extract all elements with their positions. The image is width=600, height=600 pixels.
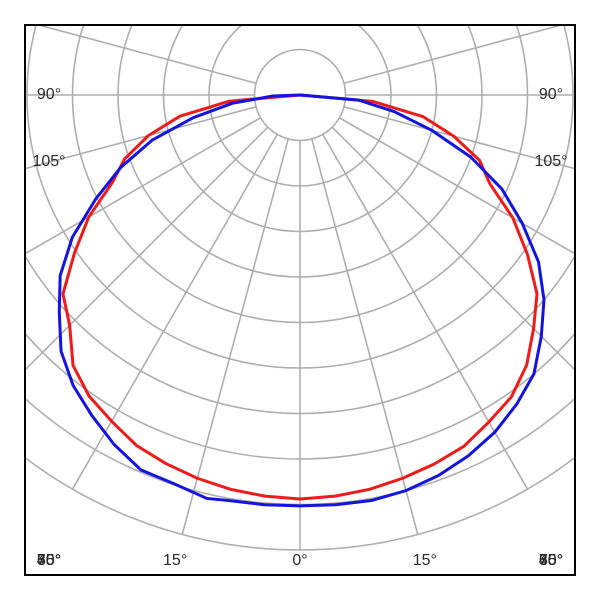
trace-blue	[59, 95, 544, 506]
angle-label: 30°	[37, 552, 61, 570]
angle-label: 105°	[32, 153, 65, 171]
series-group	[59, 95, 544, 506]
polar-chart	[0, 0, 600, 600]
grid	[0, 0, 600, 550]
angle-label: 30°	[539, 552, 563, 570]
angle-label: 90°	[539, 86, 563, 104]
angle-label: 90°	[37, 86, 61, 104]
angle-label: 105°	[534, 153, 567, 171]
angle-label: 15°	[413, 552, 437, 570]
angle-label: 0°	[292, 552, 307, 570]
angle-label: 15°	[163, 552, 187, 570]
